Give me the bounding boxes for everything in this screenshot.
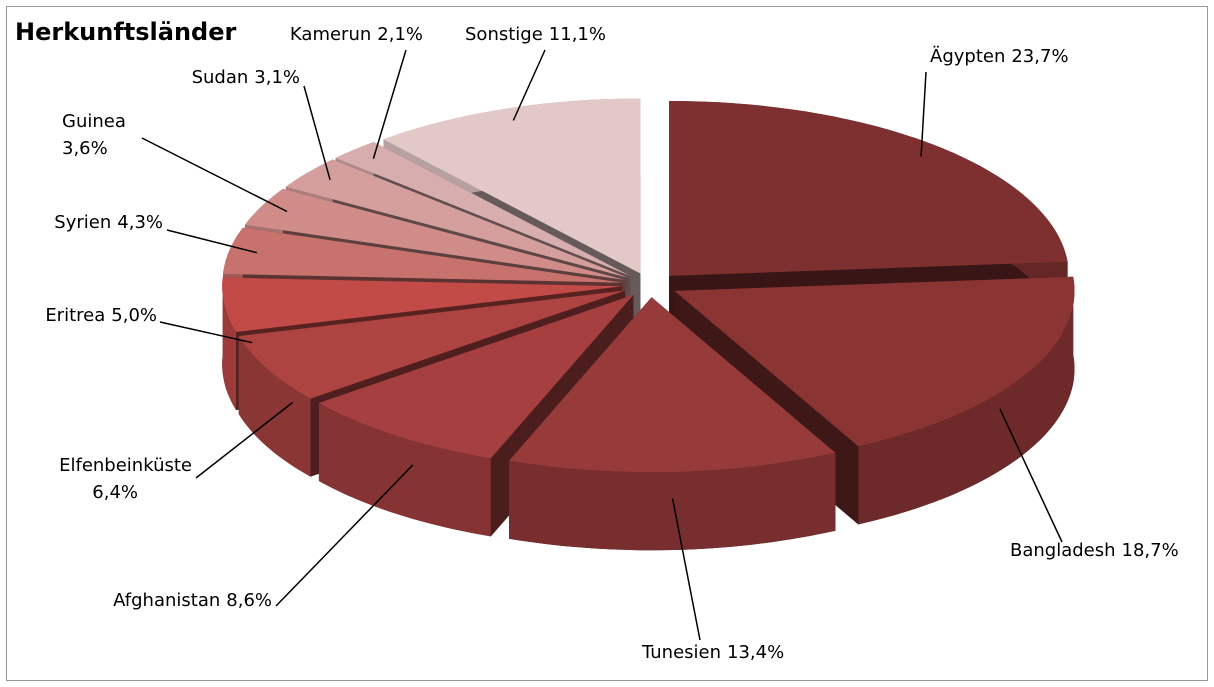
label-category: Tunesien — [641, 642, 721, 663]
label-value: 2,1% — [377, 24, 423, 45]
label-category: Ägypten — [930, 46, 1005, 67]
label-category: Bangladesh — [1010, 540, 1116, 561]
data-label: Ägypten 23,7% — [930, 46, 1069, 67]
data-label: Afghanistan 8,6% — [113, 590, 272, 611]
label-category: Sonstige — [465, 24, 543, 45]
label-category: Eritrea — [45, 305, 105, 326]
leader-line — [141, 137, 288, 213]
slice-top — [509, 297, 836, 473]
label-value: 13,4% — [727, 642, 784, 663]
label-value: 18,7% — [1122, 540, 1179, 561]
slice-top — [222, 277, 623, 332]
data-label: Syrien 4,3% — [54, 212, 163, 233]
slice-top — [223, 227, 623, 283]
label-category: Guinea — [62, 111, 126, 132]
leader-line — [671, 498, 701, 641]
slice — [509, 297, 836, 551]
slice-side — [238, 336, 311, 477]
slice-top — [669, 101, 1068, 276]
data-label: Elfenbeinküste 6,4% — [59, 455, 192, 503]
slice-top — [318, 294, 634, 459]
data-label: Tunesien 13,4% — [641, 642, 784, 663]
label-value: 3,6% — [62, 138, 108, 159]
label-category: Sudan — [192, 67, 249, 88]
label-category: Elfenbeinküste — [59, 455, 192, 476]
slice-top — [238, 290, 626, 399]
label-category: Kamerun — [290, 24, 371, 45]
slice-top — [245, 188, 625, 280]
label-value: 6,4% — [92, 482, 138, 503]
data-label: Bangladesh 18,7% — [1010, 540, 1179, 561]
data-label: Eritrea 5,0% — [45, 305, 157, 326]
slice-top — [335, 142, 631, 277]
label-category: Syrien — [54, 212, 111, 233]
leader-line — [999, 408, 1063, 543]
slice — [674, 276, 1075, 525]
leader-line — [275, 464, 414, 607]
slice-top — [674, 276, 1075, 447]
label-category: Afghanistan — [113, 590, 220, 611]
leader-line — [159, 321, 253, 344]
data-label: Sudan 3,1% — [192, 67, 300, 88]
chart-title: Herkunftsländer — [15, 18, 236, 46]
slice-side — [858, 276, 1075, 525]
slice-side — [509, 452, 836, 551]
leader-line — [195, 401, 293, 479]
label-value: 5,0% — [111, 305, 157, 326]
leader-line — [303, 85, 331, 181]
slice-top — [383, 98, 641, 274]
leader-line — [920, 71, 927, 157]
slice-side — [318, 403, 491, 537]
slice-side — [222, 277, 236, 410]
leader-line — [512, 49, 546, 121]
label-value: 4,3% — [117, 212, 163, 233]
slice-top — [285, 159, 628, 278]
data-label: Guinea 3,6% — [62, 111, 126, 159]
label-value: 11,1% — [549, 24, 606, 45]
data-label: Sonstige 11,1% — [465, 24, 606, 45]
label-value: 23,7% — [1011, 46, 1068, 67]
leader-line — [166, 229, 258, 254]
data-label: Kamerun 2,1% — [290, 24, 423, 45]
label-value: 3,1% — [254, 67, 300, 88]
label-value: 8,6% — [226, 590, 272, 611]
leader-line — [372, 49, 407, 159]
